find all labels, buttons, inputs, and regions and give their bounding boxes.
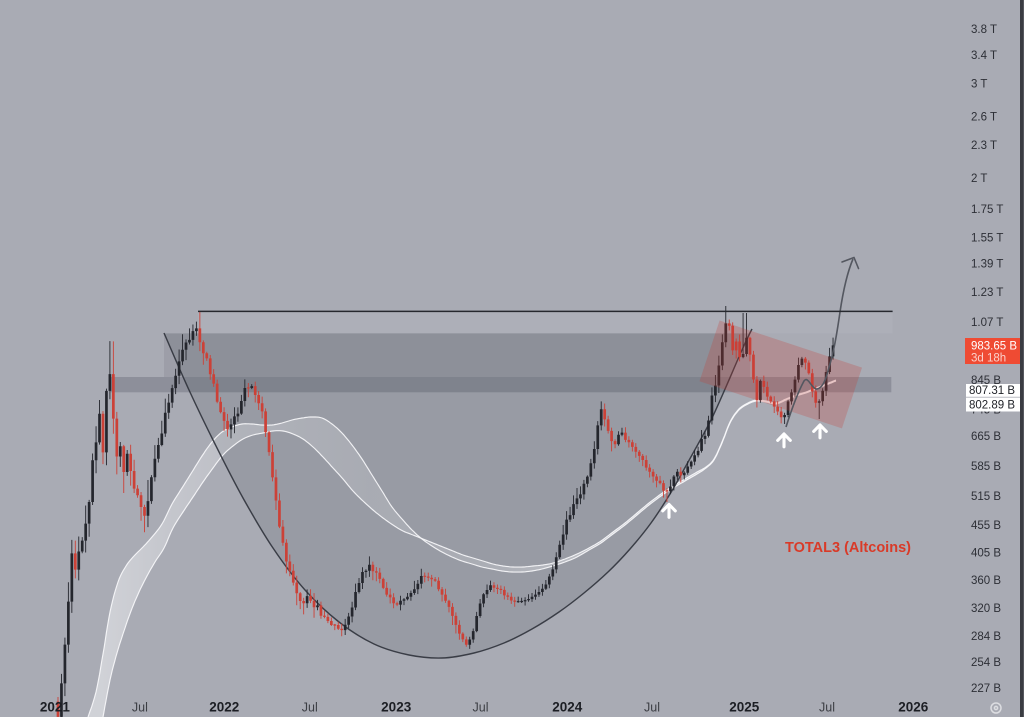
svg-text:585 B: 585 B (971, 461, 1001, 473)
svg-text:983.65 B: 983.65 B (971, 341, 1017, 353)
svg-text:2023: 2023 (381, 700, 412, 715)
svg-text:665 B: 665 B (971, 431, 1001, 443)
svg-text:2.3 T: 2.3 T (971, 140, 997, 152)
svg-text:515 B: 515 B (971, 491, 1001, 503)
svg-text:360 B: 360 B (971, 575, 1001, 587)
svg-text:3.8 T: 3.8 T (971, 24, 997, 36)
svg-text:Jul: Jul (644, 701, 660, 715)
svg-text:1.55 T: 1.55 T (971, 233, 1003, 245)
svg-text:455 B: 455 B (971, 520, 1001, 532)
svg-text:TOTAL3 (Altcoins): TOTAL3 (Altcoins) (785, 540, 911, 556)
svg-text:1.07 T: 1.07 T (971, 317, 1003, 329)
svg-text:1.39 T: 1.39 T (971, 259, 1003, 271)
svg-text:320 B: 320 B (971, 603, 1001, 615)
svg-text:2022: 2022 (209, 700, 239, 715)
svg-text:Jul: Jul (473, 701, 489, 715)
svg-text:3.4 T: 3.4 T (971, 50, 997, 62)
svg-text:2026: 2026 (898, 700, 929, 715)
svg-text:284 B: 284 B (971, 631, 1001, 643)
svg-text:2021: 2021 (40, 700, 71, 715)
svg-text:Jul: Jul (132, 701, 148, 715)
svg-text:2 T: 2 T (971, 173, 987, 185)
svg-text:807.31 B: 807.31 B (969, 385, 1015, 397)
svg-text:2025: 2025 (729, 700, 760, 715)
svg-text:3 T: 3 T (971, 78, 987, 90)
svg-text:2024: 2024 (552, 700, 583, 715)
svg-text:405 B: 405 B (971, 548, 1001, 560)
svg-text:1.75 T: 1.75 T (971, 204, 1003, 216)
svg-text:802.89 B: 802.89 B (969, 400, 1015, 412)
svg-text:3d 18h: 3d 18h (971, 353, 1006, 365)
svg-text:2.6 T: 2.6 T (971, 112, 997, 124)
svg-text:254 B: 254 B (971, 657, 1001, 669)
svg-text:1.23 T: 1.23 T (971, 287, 1003, 299)
svg-text:Jul: Jul (819, 701, 835, 715)
svg-text:Jul: Jul (302, 701, 318, 715)
svg-text:227 B: 227 B (971, 683, 1001, 695)
